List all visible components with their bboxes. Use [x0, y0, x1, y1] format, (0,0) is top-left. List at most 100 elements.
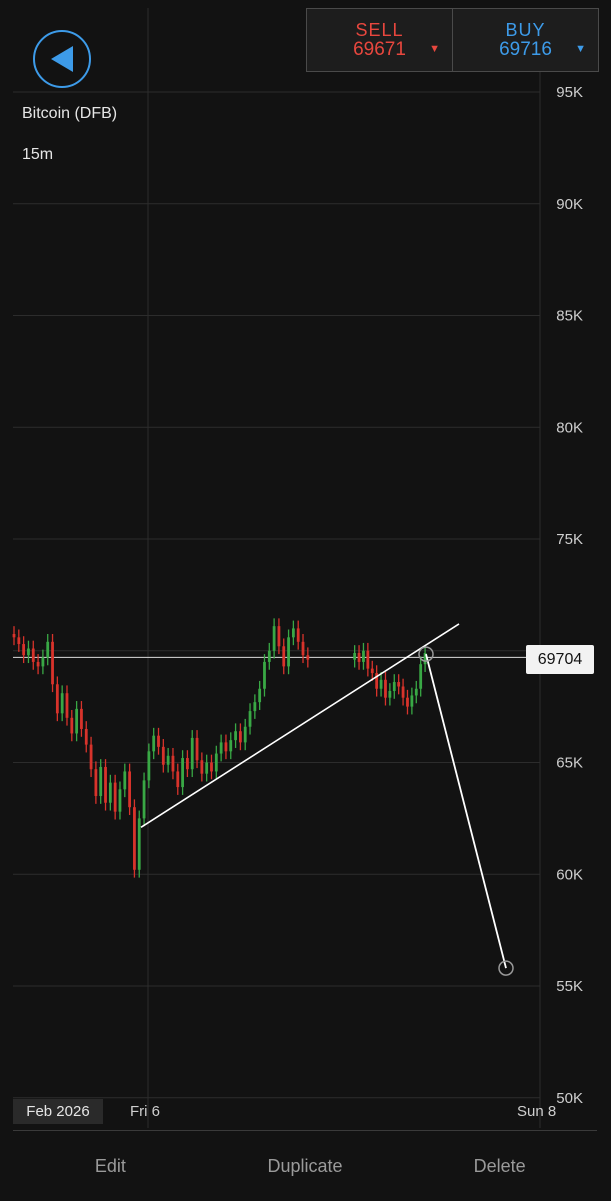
date-label-fri: Fri 6	[130, 1103, 160, 1120]
buy-price: 69716	[499, 39, 552, 60]
y-axis-tick-label: 75K	[556, 531, 583, 548]
candle-body	[392, 682, 396, 691]
candle-body	[12, 633, 16, 638]
candle-body	[190, 737, 194, 770]
down-triangle-icon: ▼	[575, 43, 586, 55]
candle-body	[128, 771, 132, 808]
candle-body	[84, 728, 88, 745]
candle-body	[171, 755, 175, 772]
candle-body	[80, 708, 83, 729]
candle-body	[55, 684, 59, 714]
candle-body	[70, 717, 74, 734]
candle-body	[17, 637, 21, 645]
projection-line	[425, 653, 507, 969]
instrument-name: Bitcoin (DFB)	[22, 105, 118, 122]
candle-body	[65, 693, 69, 718]
quote-panel: SELL 69671 ▼ BUY 69716 ▼	[306, 8, 599, 72]
down-triangle-icon: ▼	[429, 43, 440, 55]
y-axis-tick-label: 95K	[556, 84, 583, 101]
candle-body	[388, 690, 392, 698]
candle-body	[263, 661, 266, 689]
candle-body	[118, 789, 122, 812]
candle-body	[419, 664, 423, 689]
candle-body	[161, 746, 165, 765]
candle-body	[287, 637, 290, 667]
candle-body	[401, 686, 405, 698]
candle-body	[36, 661, 40, 667]
candle-body	[142, 780, 146, 819]
candle-body	[253, 702, 257, 712]
candle-body	[243, 726, 247, 743]
candle-body	[22, 644, 26, 656]
candle-body	[296, 628, 300, 642]
back-button[interactable]	[33, 30, 91, 88]
candle-body	[195, 737, 199, 761]
candle-body	[113, 782, 117, 812]
y-axis-tick-label: 80K	[556, 419, 583, 436]
candle-body	[272, 626, 276, 651]
y-axis-tick-label: 85K	[556, 308, 583, 325]
edit-button[interactable]: Edit	[94, 1155, 126, 1176]
y-axis-tick-label: 60K	[556, 866, 583, 883]
candle-body	[357, 652, 361, 662]
candle-body	[166, 755, 170, 765]
sell-button[interactable]: SELL 69671 ▼	[307, 9, 453, 71]
candle-body	[200, 760, 204, 774]
candle-body	[186, 758, 189, 770]
candle-body	[301, 641, 305, 656]
candle-body	[94, 769, 98, 797]
candle-body	[423, 652, 427, 665]
candle-body	[219, 742, 223, 754]
projection-start-handle	[418, 646, 434, 662]
trendline	[140, 623, 460, 828]
candle-body	[282, 646, 286, 667]
buy-button[interactable]: BUY 69716 ▼	[453, 9, 598, 71]
candle-body	[362, 650, 365, 662]
timeframe-label: 15m	[22, 146, 54, 163]
candle-body	[41, 657, 45, 667]
projection-end-handle	[498, 960, 514, 976]
candle-body	[379, 679, 383, 689]
date-label-month: Feb 2026	[13, 1099, 103, 1124]
candle-body	[75, 708, 79, 734]
candle-body	[181, 758, 184, 788]
candle-body	[51, 641, 54, 685]
y-axis-tick-label: 65K	[556, 755, 583, 772]
candle-body	[375, 673, 379, 689]
y-axis-tick-label: 55K	[556, 978, 583, 995]
candle-body	[108, 782, 112, 803]
candle-body	[414, 688, 418, 696]
candle-body	[205, 762, 209, 774]
candle-body	[410, 695, 414, 707]
candle-body	[46, 641, 50, 658]
candle-body	[384, 679, 387, 698]
candle-body	[248, 711, 252, 727]
candle-body	[397, 682, 401, 687]
candle-body	[152, 735, 156, 752]
y-axis-tick-label: 90K	[556, 196, 583, 213]
candle-body	[267, 650, 271, 662]
candle-body	[214, 753, 218, 772]
candle-body	[157, 735, 160, 747]
candle-body	[176, 771, 180, 788]
duplicate-button[interactable]: Duplicate	[267, 1155, 343, 1176]
candle-body	[104, 766, 107, 803]
back-arrow-icon	[51, 46, 73, 72]
candle-body	[137, 818, 141, 870]
candle-body	[31, 648, 35, 662]
candle-body	[234, 731, 237, 741]
candle-body	[224, 742, 228, 752]
candle-body	[89, 744, 93, 770]
candle-body	[60, 693, 64, 714]
y-axis-tick-label: 50K	[556, 1090, 583, 1107]
candle-body	[27, 648, 30, 656]
candle-body	[366, 650, 370, 669]
candle-body	[353, 652, 357, 660]
price-chart[interactable]: 95K90K85K80K75K70K65K60K55K50K	[0, 0, 611, 1130]
candle-body	[306, 655, 310, 660]
sell-price: 69671	[353, 39, 406, 60]
drawing-toolbar: Edit Duplicate Delete	[13, 1130, 597, 1201]
candle-body	[229, 740, 233, 752]
date-label-sun: Sun 8	[517, 1103, 557, 1120]
delete-button[interactable]: Delete	[473, 1155, 526, 1176]
